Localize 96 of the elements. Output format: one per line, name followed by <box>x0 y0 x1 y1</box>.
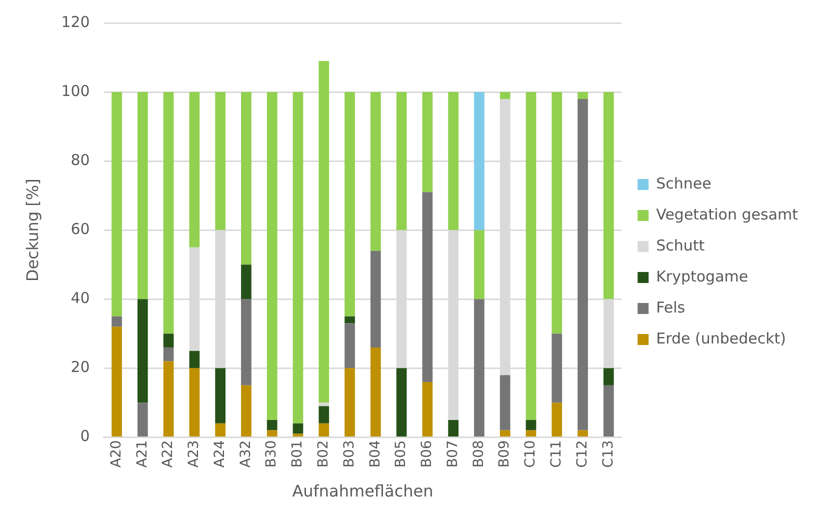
bar <box>552 402 562 436</box>
bar <box>241 264 252 300</box>
bar <box>292 423 304 434</box>
y-axis-title: Deckung [%] <box>22 178 42 282</box>
bar <box>344 323 355 368</box>
bar <box>603 368 614 386</box>
y-tick-label: 100 <box>61 82 90 100</box>
bar <box>318 402 330 406</box>
bar <box>474 92 484 230</box>
x-tick-label: B08 <box>470 440 487 468</box>
x-tick-label: C11 <box>548 440 565 468</box>
x-tick-label: B07 <box>444 440 461 468</box>
bar <box>163 334 174 348</box>
y-tick-label: 80 <box>70 150 90 169</box>
bar <box>163 92 174 334</box>
bar <box>318 406 330 424</box>
x-tick-label: A32 <box>238 440 254 468</box>
bar <box>215 423 226 436</box>
bar <box>500 92 510 99</box>
bar <box>370 92 381 251</box>
x-axis-title: Aufnahmeflächen <box>292 482 434 501</box>
bar <box>552 334 562 403</box>
bar <box>266 420 278 430</box>
x-tick-label: A21 <box>134 440 150 468</box>
bar <box>189 350 200 368</box>
bar <box>189 92 200 248</box>
bar <box>163 347 174 362</box>
x-tick-label: A23 <box>186 440 202 468</box>
bar <box>578 98 588 430</box>
bar <box>422 382 433 436</box>
x-tick-label: B06 <box>419 440 436 468</box>
x-tick-label: A20 <box>108 440 124 468</box>
x-tick-label: B05 <box>393 440 410 468</box>
bar <box>500 430 510 436</box>
legend-label: Fels <box>656 298 686 316</box>
bar <box>112 316 122 327</box>
y-tick-label: 20 <box>70 358 90 376</box>
bar <box>474 230 484 300</box>
bar <box>137 299 148 403</box>
bar <box>266 430 278 436</box>
y-tick-label: 0 <box>80 427 90 446</box>
x-tick-label: A22 <box>160 440 176 468</box>
bar <box>578 430 588 436</box>
x-tick-label: B30 <box>264 440 280 468</box>
bar <box>189 368 200 436</box>
bar <box>241 385 252 436</box>
y-tick-label: 40 <box>70 289 90 308</box>
x-tick-label: B09 <box>496 440 513 468</box>
y-tick-label: 120 <box>61 12 90 31</box>
bar <box>292 92 304 424</box>
bar <box>448 420 459 436</box>
y-tick-label: 60 <box>70 220 90 238</box>
bar <box>526 420 536 430</box>
x-tick-label: B01 <box>290 440 306 468</box>
bar <box>448 92 459 230</box>
x-tick-label: C10 <box>522 440 539 468</box>
bar <box>578 92 588 99</box>
legend-label: Vegetation gesamt <box>656 205 798 224</box>
bar <box>137 92 148 300</box>
bar <box>526 430 536 436</box>
bar <box>163 361 174 436</box>
bar <box>112 326 122 436</box>
x-tick-label: C13 <box>600 440 616 468</box>
x-tick-label: B02 <box>316 440 332 468</box>
bar <box>370 347 381 436</box>
bar <box>500 375 510 430</box>
bar <box>215 368 226 424</box>
x-tick-label: B03 <box>341 440 358 468</box>
bar <box>526 92 536 420</box>
bar <box>603 385 614 436</box>
bar <box>318 60 330 403</box>
bar <box>318 423 330 436</box>
bar <box>241 92 252 265</box>
bar <box>137 402 148 436</box>
bar <box>370 250 381 348</box>
bar <box>474 299 484 436</box>
bar <box>422 192 433 382</box>
bar <box>552 92 562 334</box>
legend-label: Kryptogame <box>656 267 748 286</box>
x-tick-label: C12 <box>574 440 590 468</box>
x-tick-label: A24 <box>212 440 228 468</box>
bar <box>396 368 407 436</box>
legend-label: Schnee <box>656 174 712 192</box>
bar <box>241 299 252 386</box>
bar <box>344 92 355 316</box>
bar <box>344 368 355 436</box>
legend-label: Schutt <box>656 236 705 254</box>
bar <box>422 92 433 192</box>
bar <box>396 92 407 230</box>
bar <box>112 92 122 316</box>
bar <box>603 92 614 300</box>
bar <box>344 316 355 324</box>
legend-label: Erde (unbedeckt) <box>656 329 786 348</box>
bar <box>215 92 226 230</box>
x-tick-label: B04 <box>367 440 384 468</box>
bar <box>266 92 278 420</box>
